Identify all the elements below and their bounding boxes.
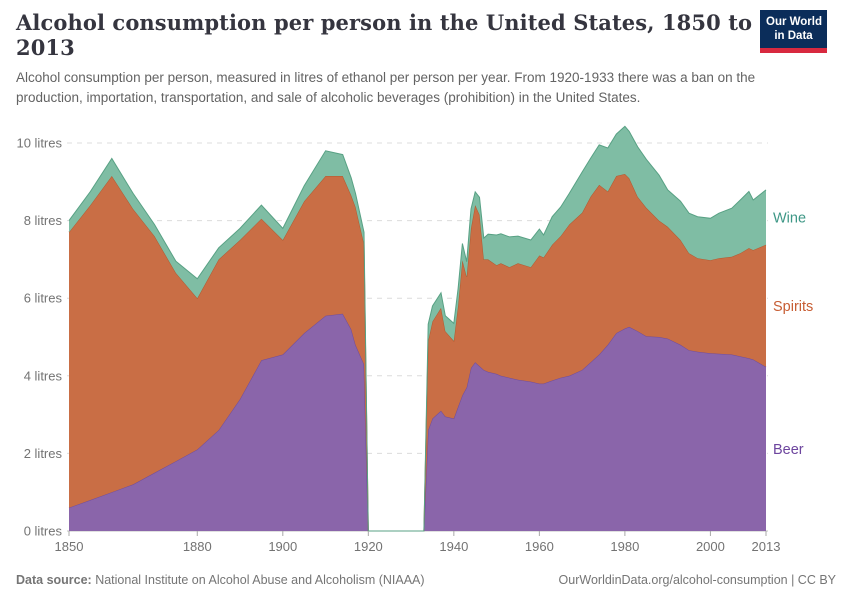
x-axis-label-1920: 1920 bbox=[354, 539, 383, 554]
data-source-label: Data source: bbox=[16, 573, 92, 587]
line-wine bbox=[68, 125, 767, 532]
legend-label-beer[interactable]: Beer bbox=[773, 442, 804, 458]
chart-header: Alcohol consumption per person in the Un… bbox=[16, 10, 836, 107]
page-title: Alcohol consumption per person in the Un… bbox=[16, 10, 753, 61]
legend: Beer Spirits Wine bbox=[773, 210, 813, 458]
owid-logo-line2: in Data bbox=[774, 30, 813, 43]
x-axis-label-1980: 1980 bbox=[610, 539, 639, 554]
y-axis-label-6: 6 litres bbox=[24, 291, 63, 306]
x-axis-label-1880: 1880 bbox=[183, 539, 212, 554]
owid-logo-line1: Our World bbox=[766, 16, 823, 28]
y-axis-label-4: 4 litres bbox=[24, 368, 63, 383]
x-axis-label-1940: 1940 bbox=[439, 539, 468, 554]
data-source-note: Data source: National Institute on Alcoh… bbox=[16, 573, 425, 587]
owid-logo[interactable]: Our World in Data bbox=[760, 10, 827, 53]
y-axis-label-0: 0 litres bbox=[24, 524, 63, 539]
x-axis-label-1960: 1960 bbox=[525, 539, 554, 554]
area-series bbox=[68, 125, 767, 532]
y-axis-label-8: 8 litres bbox=[24, 213, 63, 228]
x-axis: 1850 1880 1900 1920 1940 1960 1980 2000 2013 bbox=[55, 531, 781, 554]
x-axis-label-1850: 1850 bbox=[55, 539, 84, 554]
x-axis-label-1900: 1900 bbox=[268, 539, 297, 554]
chart-footer: Data source: National Institute on Alcoh… bbox=[16, 573, 836, 587]
owid-citation-link[interactable]: OurWorldinData.org/alcohol-consumption |… bbox=[558, 573, 836, 587]
area-beer bbox=[69, 313, 766, 531]
data-source-text: National Institute on Alcohol Abuse and … bbox=[91, 573, 425, 587]
chart-subtitle: Alcohol consumption per person, measured… bbox=[16, 70, 756, 105]
legend-label-spirits[interactable]: Spirits bbox=[773, 299, 813, 315]
x-axis-label-2013: 2013 bbox=[752, 539, 781, 554]
area-spirits bbox=[69, 174, 766, 531]
legend-label-wine[interactable]: Wine bbox=[773, 210, 806, 226]
area-wine bbox=[69, 126, 766, 532]
y-axis-label-10: 10 litres bbox=[16, 136, 62, 151]
x-axis-label-2000: 2000 bbox=[696, 539, 725, 554]
y-axis-label-2: 2 litres bbox=[24, 446, 63, 461]
